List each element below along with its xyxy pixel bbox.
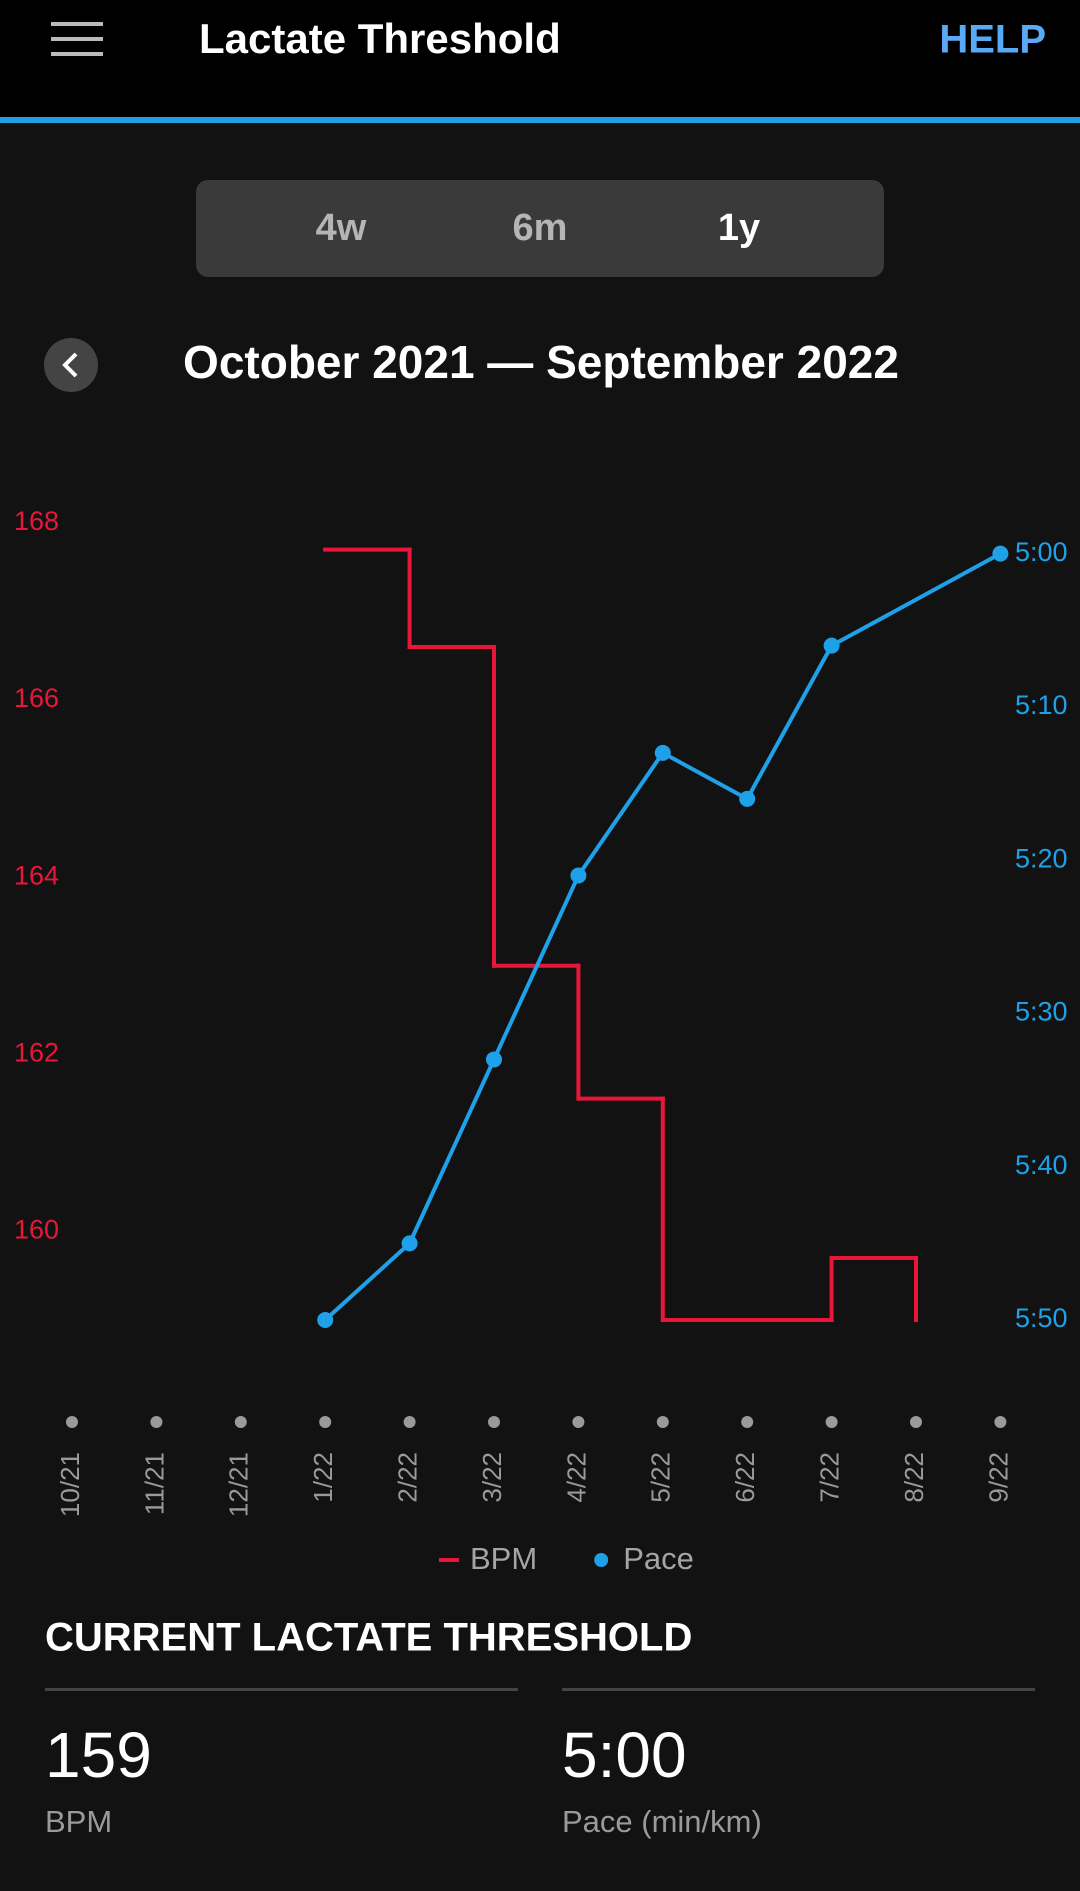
pace-point <box>317 1312 334 1328</box>
y2-tick-label: 5:20 <box>1015 843 1068 873</box>
y2-tick-label: 5:10 <box>1015 690 1068 720</box>
pace-point <box>401 1235 418 1252</box>
x-tick-dot <box>319 1416 332 1428</box>
current-unit: BPM <box>45 1804 112 1839</box>
x-tick-label: 4/22 <box>561 1452 591 1503</box>
legend-swatch <box>594 1553 609 1567</box>
pace-point <box>654 744 671 761</box>
section-title: CURRENT LACTATE THRESHOLD <box>45 1616 692 1660</box>
y-tick-label: 168 <box>14 506 59 536</box>
current-value: 5:00 <box>562 1719 687 1791</box>
back-button[interactable] <box>44 338 98 392</box>
x-tick-dot <box>403 1416 416 1428</box>
divider <box>562 1688 1035 1691</box>
legend-label: BPM <box>470 1541 537 1576</box>
y-tick-label: 164 <box>14 860 59 890</box>
menu-bar <box>51 22 103 26</box>
x-tick-dot <box>825 1416 838 1428</box>
legend-swatch <box>439 1558 459 1562</box>
x-tick-label: 2/22 <box>392 1452 422 1503</box>
range-tab[interactable]: 1y <box>718 207 760 249</box>
back-circle <box>44 338 98 392</box>
x-tick-label: 10/21 <box>55 1452 85 1517</box>
menu-bar <box>51 37 103 41</box>
x-tick-label: 8/22 <box>899 1452 929 1503</box>
help-button[interactable]: HELP <box>939 18 1046 62</box>
pace-point <box>992 545 1009 562</box>
y2-tick-label: 5:50 <box>1015 1303 1068 1333</box>
back-chevron <box>62 352 78 378</box>
x-tick-label: 7/22 <box>814 1452 844 1503</box>
y-tick-label: 160 <box>14 1215 59 1245</box>
range-tab[interactable]: 6m <box>513 207 568 249</box>
x-tick-dot <box>66 1416 78 1428</box>
y2-tick-label: 5:30 <box>1015 997 1068 1027</box>
date-range: October 2021 — September 2022 <box>183 336 899 388</box>
x-tick-dot <box>910 1416 922 1428</box>
current-value: 159 <box>45 1719 152 1791</box>
x-tick-label: 3/22 <box>477 1452 507 1503</box>
divider <box>45 1688 518 1691</box>
app-bar <box>0 0 1080 118</box>
x-tick-dot <box>994 1416 1007 1428</box>
pace-point <box>823 637 840 654</box>
x-tick-label: 12/21 <box>224 1452 254 1517</box>
pace-point <box>739 790 756 807</box>
x-tick-dot <box>741 1416 754 1428</box>
x-tick-label: 1/22 <box>308 1452 338 1503</box>
pace-point <box>570 867 587 884</box>
x-tick-label: 9/22 <box>983 1452 1013 1503</box>
pace-line <box>323 551 1002 1322</box>
range-tabs <box>196 180 884 277</box>
y-tick-label: 166 <box>14 683 59 713</box>
x-tick-dot <box>572 1416 585 1428</box>
range-tab[interactable]: 4w <box>316 207 367 249</box>
x-tick-dot <box>488 1416 500 1428</box>
current-unit: Pace (min/km) <box>562 1804 762 1839</box>
x-tick-label: 5/22 <box>646 1452 676 1503</box>
y2-tick-label: 5:40 <box>1015 1150 1068 1180</box>
menu-button[interactable] <box>51 22 103 56</box>
y2-tick-label: 5:00 <box>1015 537 1068 567</box>
app-bar-underline <box>0 117 1080 123</box>
x-tick-label: 11/21 <box>139 1452 169 1515</box>
y-tick-label: 162 <box>14 1037 59 1067</box>
app-title: Lactate Threshold <box>199 15 561 62</box>
legend-label: Pace <box>623 1541 694 1576</box>
x-tick-dot <box>656 1416 669 1428</box>
menu-bar <box>51 52 103 56</box>
pace-point <box>486 1051 502 1068</box>
x-tick-dot <box>234 1416 247 1428</box>
x-tick-label: 6/22 <box>730 1452 760 1503</box>
x-tick-dot <box>150 1416 163 1428</box>
